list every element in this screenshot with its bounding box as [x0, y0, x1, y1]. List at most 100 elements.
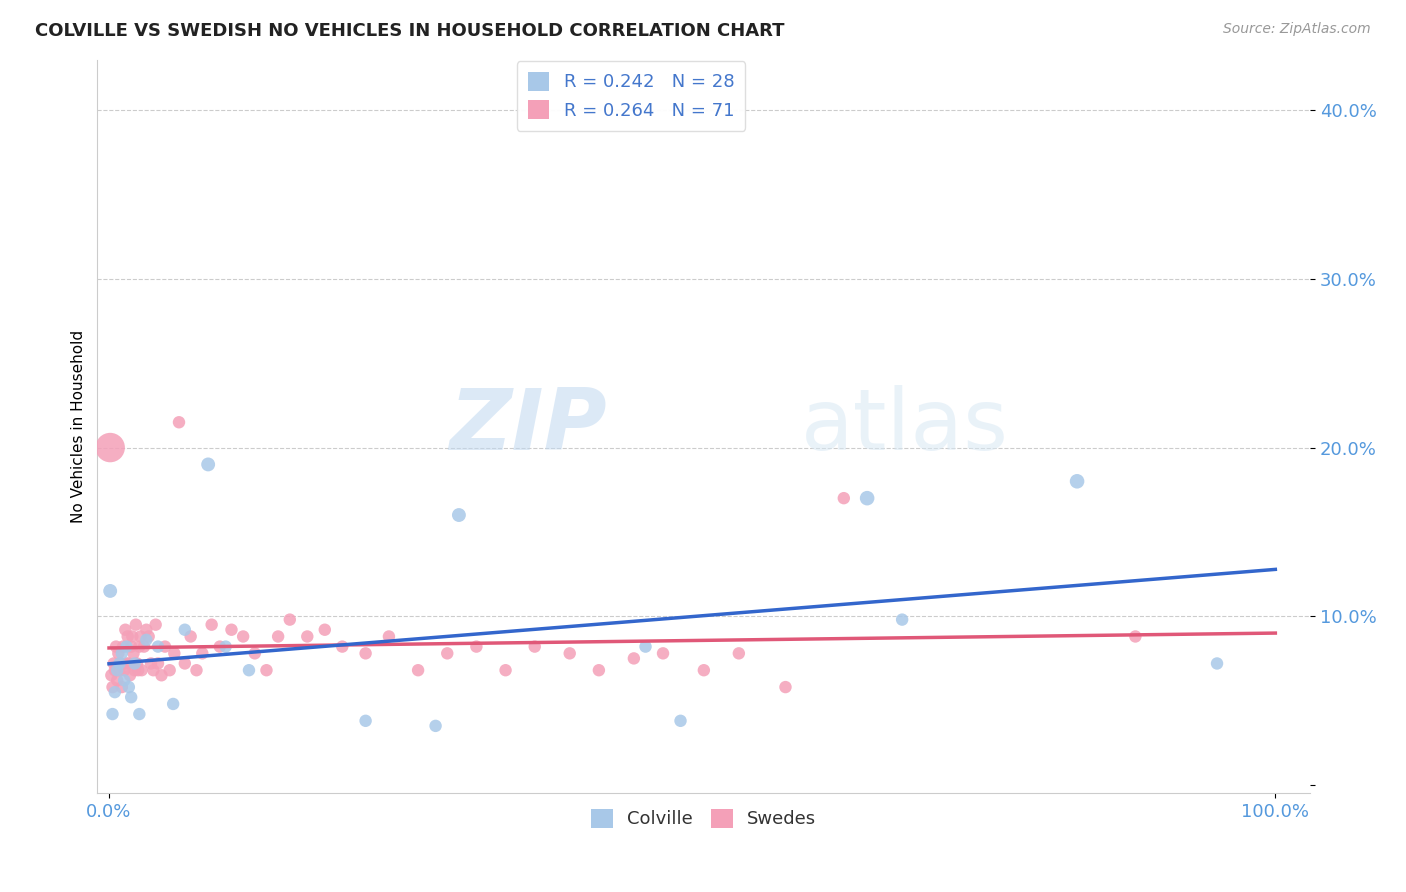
- Point: [105, 673, 128, 688]
- Point: [135, 623, 157, 637]
- Point: [112, 663, 135, 677]
- Point: [146, 640, 169, 654]
- Point: [100, 668, 122, 682]
- Point: [267, 630, 290, 644]
- Point: [110, 657, 132, 671]
- Point: [436, 646, 458, 660]
- Point: [558, 646, 581, 660]
- Point: [145, 617, 167, 632]
- Point: [425, 719, 447, 733]
- Point: [104, 685, 127, 699]
- Point: [523, 640, 546, 654]
- Point: [124, 657, 146, 671]
- Point: [132, 640, 155, 654]
- Point: [105, 640, 128, 654]
- Point: [1206, 657, 1229, 671]
- Point: [121, 630, 143, 644]
- Point: [127, 663, 149, 677]
- Point: [101, 680, 124, 694]
- Point: [107, 646, 129, 660]
- Point: [118, 668, 141, 682]
- Point: [1125, 630, 1147, 644]
- Point: [114, 623, 136, 637]
- Point: [197, 458, 219, 472]
- Text: ZIP: ZIP: [449, 385, 607, 468]
- Point: [167, 415, 190, 429]
- Point: [891, 613, 914, 627]
- Point: [588, 663, 610, 677]
- Point: [330, 640, 353, 654]
- Point: [117, 630, 139, 644]
- Point: [108, 663, 131, 677]
- Point: [186, 663, 208, 677]
- Point: [201, 617, 224, 632]
- Point: [138, 630, 160, 644]
- Point: [856, 491, 879, 505]
- Legend: Colville, Swedes: Colville, Swedes: [583, 802, 824, 836]
- Point: [104, 663, 127, 677]
- Text: COLVILLE VS SWEDISH NO VEHICLES IN HOUSEHOLD CORRELATION CHART: COLVILLE VS SWEDISH NO VEHICLES IN HOUSE…: [35, 22, 785, 40]
- Point: [465, 640, 488, 654]
- Point: [125, 657, 148, 671]
- Point: [129, 630, 152, 644]
- Point: [314, 623, 336, 637]
- Point: [101, 707, 124, 722]
- Point: [495, 663, 517, 677]
- Point: [115, 657, 138, 671]
- Point: [693, 663, 716, 677]
- Point: [1066, 475, 1088, 489]
- Point: [108, 657, 131, 671]
- Point: [105, 663, 128, 677]
- Point: [775, 680, 797, 694]
- Point: [406, 663, 429, 677]
- Point: [125, 617, 148, 632]
- Point: [111, 640, 134, 654]
- Point: [378, 630, 401, 644]
- Point: [278, 613, 301, 627]
- Point: [146, 657, 169, 671]
- Point: [354, 646, 377, 660]
- Point: [727, 646, 749, 660]
- Point: [111, 646, 134, 660]
- Point: [112, 673, 135, 688]
- Point: [208, 640, 231, 654]
- Point: [98, 441, 121, 455]
- Point: [634, 640, 657, 654]
- Point: [243, 646, 266, 660]
- Point: [150, 668, 173, 682]
- Text: atlas: atlas: [801, 385, 1010, 468]
- Point: [128, 640, 150, 654]
- Point: [163, 646, 186, 660]
- Point: [159, 663, 181, 677]
- Point: [173, 623, 195, 637]
- Point: [221, 623, 243, 637]
- Point: [832, 491, 855, 505]
- Point: [128, 707, 150, 722]
- Point: [153, 640, 176, 654]
- Point: [98, 583, 121, 598]
- Point: [135, 632, 157, 647]
- Point: [142, 663, 165, 677]
- Point: [652, 646, 675, 660]
- Point: [162, 697, 184, 711]
- Point: [623, 651, 645, 665]
- Point: [122, 646, 145, 660]
- Point: [669, 714, 692, 728]
- Point: [115, 640, 138, 654]
- Point: [256, 663, 278, 677]
- Point: [120, 690, 142, 705]
- Point: [214, 640, 236, 654]
- Point: [180, 630, 202, 644]
- Point: [131, 663, 153, 677]
- Text: Source: ZipAtlas.com: Source: ZipAtlas.com: [1223, 22, 1371, 37]
- Point: [173, 657, 195, 671]
- Point: [297, 630, 319, 644]
- Point: [111, 680, 134, 694]
- Point: [447, 508, 470, 522]
- Point: [191, 646, 214, 660]
- Point: [124, 663, 146, 677]
- Y-axis label: No Vehicles in Household: No Vehicles in Household: [72, 330, 86, 523]
- Point: [139, 657, 162, 671]
- Point: [120, 640, 142, 654]
- Point: [238, 663, 260, 677]
